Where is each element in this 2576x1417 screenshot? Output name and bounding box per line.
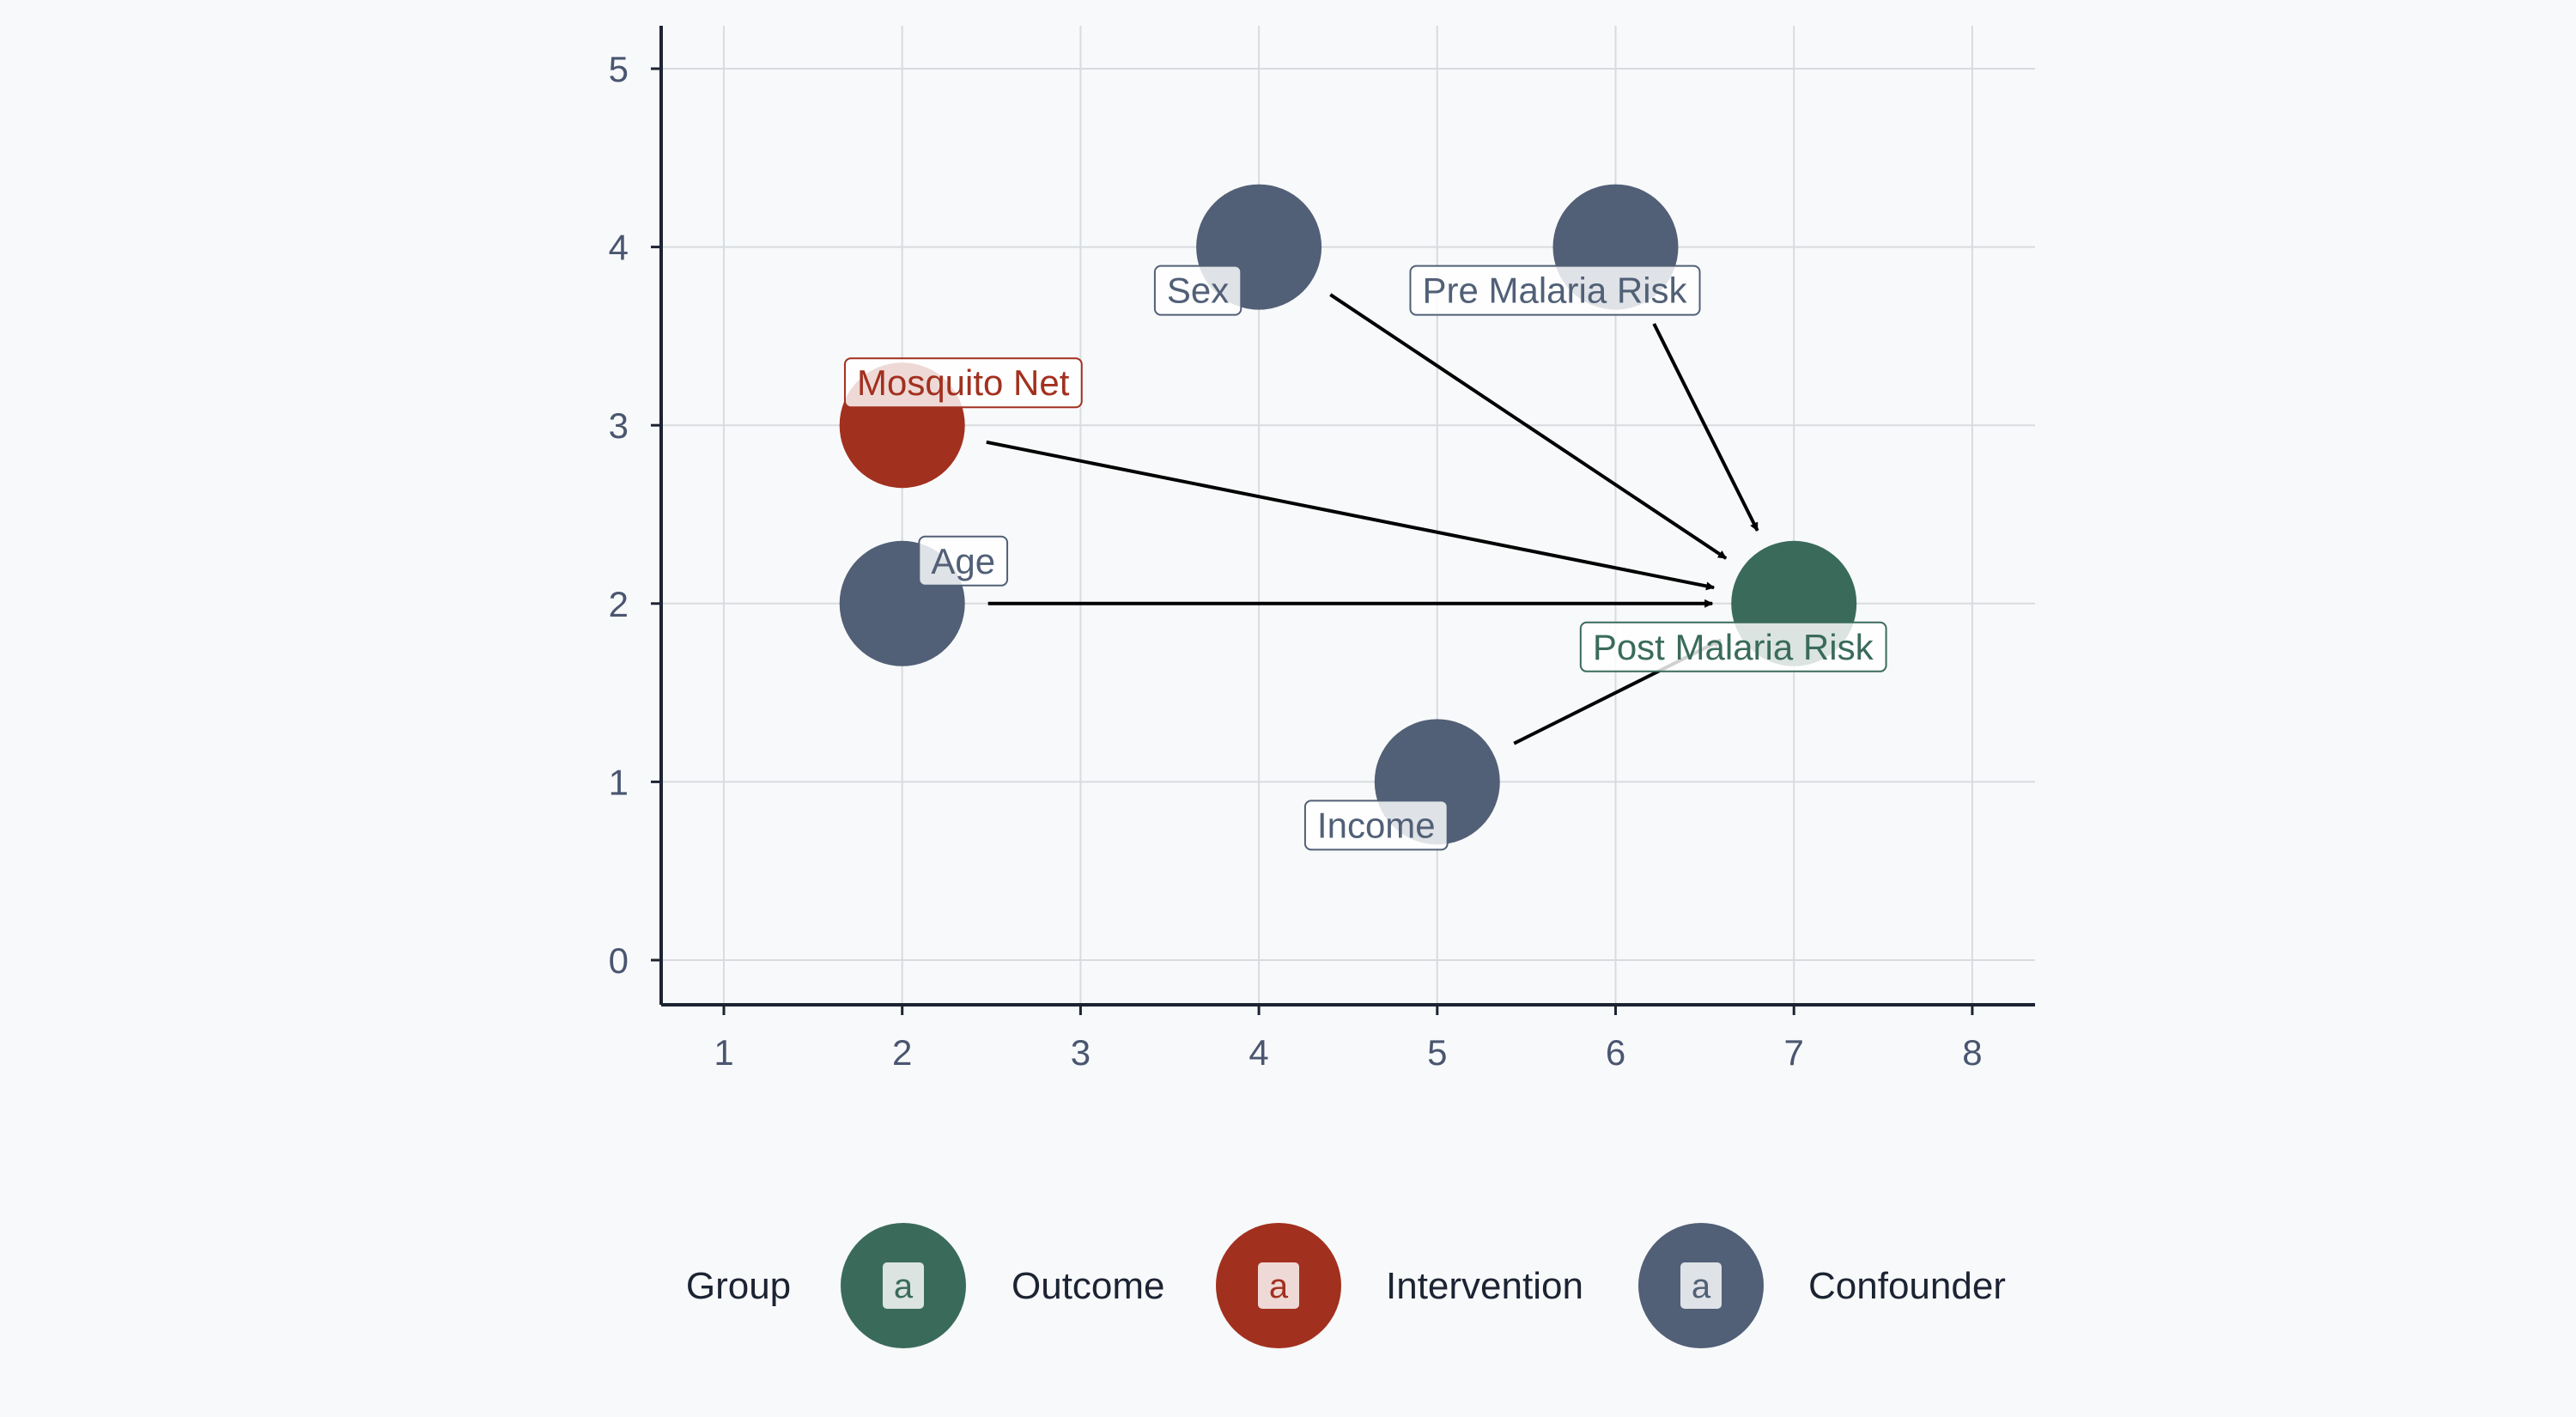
node-labels: Sex Pre Malaria Risk Mosquito Net Age Post M… <box>843 265 1887 851</box>
node-label-post-malaria-risk: Post Malaria Risk <box>1579 621 1887 672</box>
x-tick-label-5: 5 <box>1427 1032 1447 1073</box>
x-tick-label-7: 7 <box>1784 1032 1804 1073</box>
legend-key-box <box>1680 1262 1722 1309</box>
node-label-mosquito-net: Mosquito Net <box>843 357 1083 409</box>
node-label-text: Mosquito Net <box>857 362 1070 403</box>
node-label-box <box>918 535 1009 587</box>
y-tick-label-3: 3 <box>609 405 629 446</box>
node-label-text: Age <box>931 541 995 581</box>
legend-label-intervention: Intervention <box>1386 1265 1583 1307</box>
node-label-text: Sex <box>1167 271 1229 311</box>
node-label-pre-malaria-risk: Pre Malaria Risk <box>1409 265 1701 316</box>
x-tick-label-1: 1 <box>714 1032 733 1073</box>
node-label-text: Post Malaria Risk <box>1593 627 1874 667</box>
legend-key-outcome: a <box>841 1223 966 1348</box>
edge-arrows <box>986 293 1759 745</box>
node-label-sex: Sex <box>1153 265 1242 316</box>
y-tick-label-0: 0 <box>609 940 629 981</box>
legend-key-glyph: a <box>1692 1268 1711 1305</box>
legend: Group a Outcome a Intervention a Confounder <box>686 1223 2006 1348</box>
axes: 1 2 3 4 5 6 7 8 0 1 2 3 4 5 <box>609 26 2035 1073</box>
node-label-text: Pre Malaria Risk <box>1422 271 1687 311</box>
legend-key-box <box>1258 1262 1299 1309</box>
legend-key-intervention: a <box>1216 1223 1341 1348</box>
x-tick-label-6: 6 <box>1606 1032 1625 1073</box>
node-label-box <box>1153 265 1242 316</box>
y-tick-label-5: 5 <box>609 49 629 89</box>
y-tick-label-1: 1 <box>609 762 629 802</box>
legend-key-box <box>883 1262 924 1309</box>
node-label-text: Income <box>1317 805 1436 845</box>
y-tick-label-4: 4 <box>609 228 629 268</box>
legend-label-confounder: Confounder <box>1808 1265 2006 1307</box>
x-tick-label-3: 3 <box>1071 1032 1091 1073</box>
node-label-box <box>1579 621 1887 672</box>
edge-arrow-pre-malaria-risk-to-post-malaria-risk <box>1652 323 1759 532</box>
node-label-box <box>1409 265 1701 316</box>
node-label-box <box>843 357 1083 409</box>
x-tick-label-8: 8 <box>1962 1032 1982 1073</box>
edge-arrow-mosquito-net-to-post-malaria-risk <box>986 440 1716 591</box>
legend-key-glyph: a <box>894 1268 914 1305</box>
x-tick-label-2: 2 <box>892 1032 912 1073</box>
x-tick-label-4: 4 <box>1249 1032 1268 1073</box>
edge-arrow-sex-to-post-malaria-risk <box>1329 293 1728 560</box>
node-label-age: Age <box>918 535 1009 587</box>
legend-key-glyph: a <box>1269 1268 1289 1305</box>
legend-label-outcome: Outcome <box>1012 1265 1165 1307</box>
node-label-income: Income <box>1303 800 1449 851</box>
y-tick-label-2: 2 <box>609 584 629 624</box>
legend-title: Group <box>686 1265 791 1307</box>
node-label-box <box>1303 800 1449 851</box>
legend-key-confounder: a <box>1638 1223 1764 1348</box>
